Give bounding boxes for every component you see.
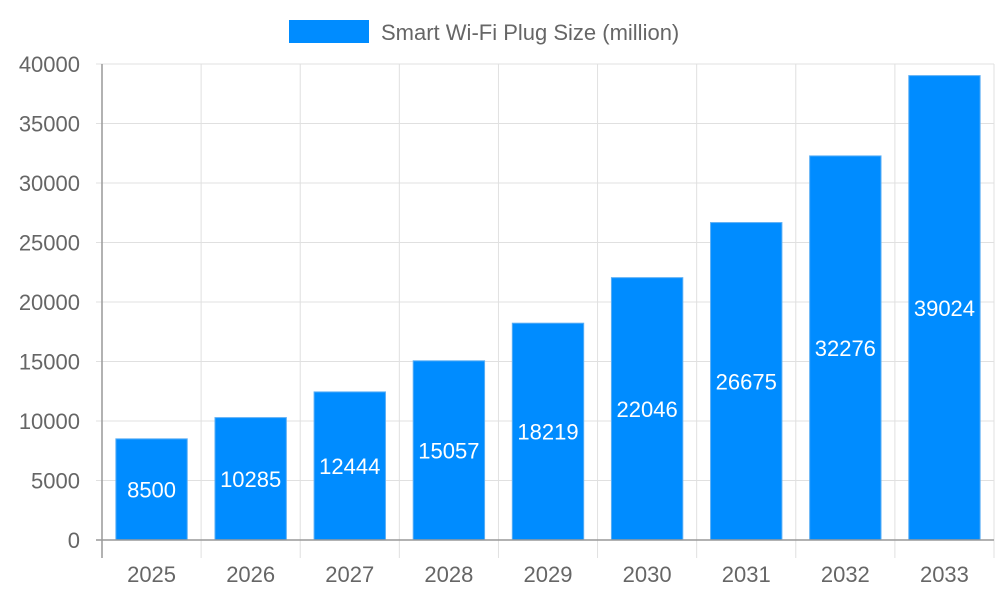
- x-tick-label: 2029: [524, 562, 573, 587]
- x-tick-label: 2025: [127, 562, 176, 587]
- x-tick-label: 2030: [623, 562, 672, 587]
- data-label: 15057: [418, 438, 479, 463]
- bar: [412, 360, 486, 541]
- legend-label: Smart Wi-Fi Plug Size (million): [381, 20, 679, 45]
- bar: [214, 417, 287, 541]
- x-tick-label: 2026: [226, 562, 275, 587]
- grid: [96, 63, 995, 558]
- data-label: 12444: [319, 454, 380, 479]
- data-label: 32276: [815, 336, 876, 361]
- x-tick-label: 2033: [920, 562, 969, 587]
- data-label: 22046: [617, 397, 678, 422]
- y-tick-label: 10000: [19, 409, 80, 434]
- legend[interactable]: Smart Wi-Fi Plug Size (million): [289, 20, 679, 45]
- y-tick-label: 20000: [19, 290, 80, 315]
- data-label: 18219: [517, 420, 578, 445]
- y-tick-label: 40000: [19, 52, 80, 77]
- bars: 8500 10285 12444 15057 18219 22046 26675 32276 3…: [115, 75, 981, 541]
- data-label: 26675: [716, 369, 777, 394]
- bar: [511, 322, 585, 541]
- bar: [908, 75, 981, 541]
- y-tick-label: 0: [68, 528, 80, 553]
- axes: 0 5000 10000 15000 20000 25000 30000 35000 40000…: [19, 52, 994, 587]
- y-tick-label: 30000: [19, 171, 80, 196]
- x-tick-label: 2031: [722, 562, 771, 587]
- y-tick-label: 25000: [19, 231, 80, 256]
- data-label: 39024: [914, 296, 975, 321]
- y-tick-label: 5000: [31, 469, 80, 494]
- x-tick-label: 2028: [424, 562, 473, 587]
- bar: [710, 222, 783, 541]
- legend-swatch: [289, 20, 369, 43]
- bar: [809, 155, 882, 541]
- y-tick-label: 15000: [19, 350, 80, 375]
- bar: [313, 391, 386, 541]
- y-tick-label: 35000: [19, 112, 80, 137]
- x-tick-label: 2032: [821, 562, 870, 587]
- data-label: 8500: [127, 477, 176, 502]
- bar: [115, 438, 188, 541]
- x-tick-label: 2027: [325, 562, 374, 587]
- data-label: 10285: [220, 467, 281, 492]
